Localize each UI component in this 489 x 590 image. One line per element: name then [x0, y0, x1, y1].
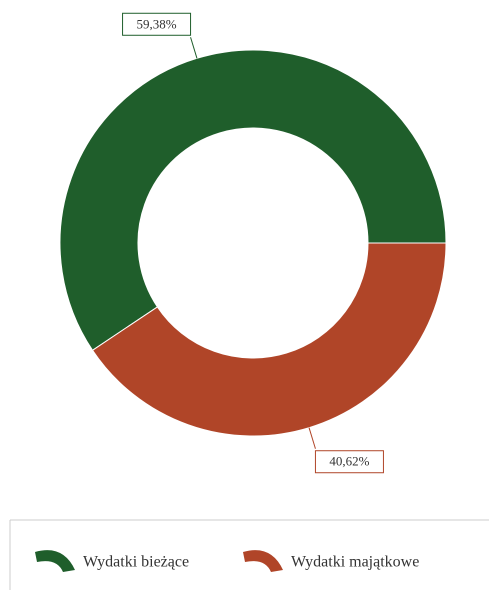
label-box: [122, 12, 192, 36]
donut-slice: [59, 49, 447, 351]
label-box: [314, 450, 384, 474]
legend-label: Wydatki bieżące: [83, 554, 189, 571]
legend-label: Wydatki majątkowe: [291, 554, 419, 571]
legend-swatch: [35, 550, 75, 572]
donut-slice: [91, 242, 447, 437]
leader-line: [308, 427, 316, 449]
data-label: 40,62%: [329, 454, 369, 469]
leader-line: [190, 37, 198, 59]
legend-swatch: [243, 550, 283, 572]
data-label: 59,38%: [137, 16, 177, 31]
